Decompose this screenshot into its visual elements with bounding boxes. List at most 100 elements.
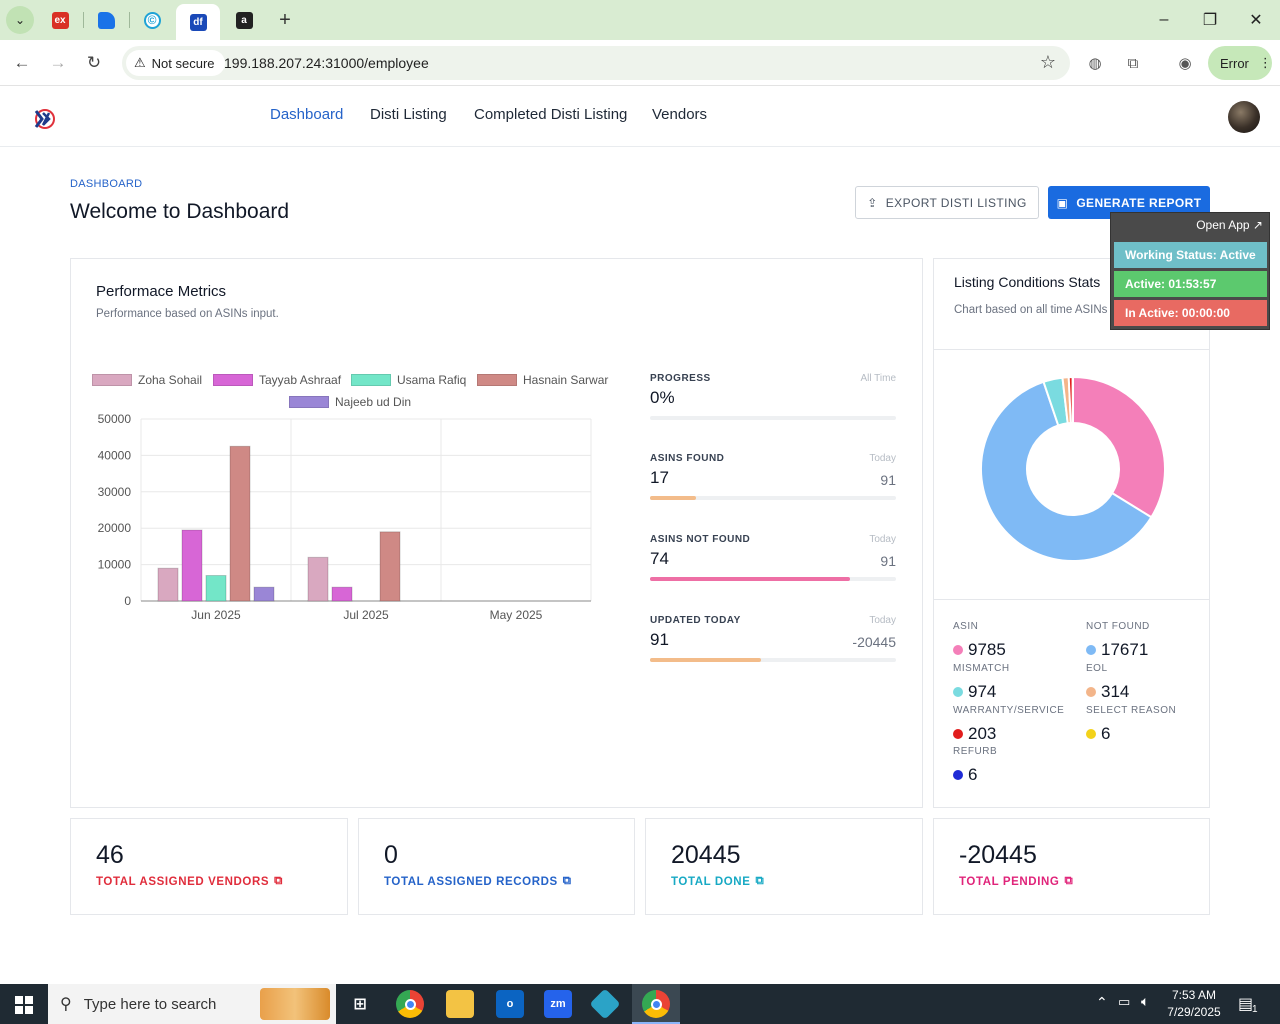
bar <box>157 567 179 602</box>
app-blue-icon <box>97 11 115 29</box>
profile-error-button[interactable]: Error ⋮ <box>1208 46 1272 80</box>
translate-globe-icon[interactable]: ◍ <box>1088 55 1102 72</box>
browser-tab-3[interactable]: © <box>130 4 174 36</box>
legend-item[interactable]: Najeeb ud Din <box>289 395 411 409</box>
open-app-link[interactable]: Open App ↗ <box>1196 218 1263 232</box>
y-tick-label: 20000 <box>98 521 132 535</box>
stat-label-not-found: NOT FOUND <box>1086 621 1150 632</box>
outlook-icon[interactable]: o <box>496 990 524 1018</box>
nav-completed-disti-listing[interactable]: Completed Disti Listing <box>474 106 628 123</box>
minimize-icon[interactable]: – <box>1159 11 1169 28</box>
url-text[interactable]: 199.188.207.24:31000/employee <box>224 55 429 71</box>
back-arrow-icon[interactable]: ← <box>13 53 31 72</box>
notification-icon[interactable]: ▤ <box>1238 996 1254 1013</box>
progress-track <box>650 658 896 662</box>
metric-value: 91 <box>650 630 669 649</box>
performance-bar-chart: 0 10000 20000 30000 40000 50000 Jun 2025 Jul 20… <box>98 412 592 622</box>
kpi-link[interactable]: TOTAL PENDING ⧉ <box>959 875 1074 888</box>
browser-tab-bar: ⌄ ex © df a + – ❐ ✕ <box>0 0 1280 40</box>
stat-label-select-reason: SELECT REASON <box>1086 705 1177 716</box>
kpi-value: 20445 <box>671 841 741 869</box>
bar <box>331 586 353 602</box>
bar <box>205 575 227 602</box>
file-explorer-icon[interactable] <box>446 990 474 1018</box>
generate-label: GENERATE REPORT <box>1076 195 1202 210</box>
progress-fill <box>650 496 696 500</box>
legend-item[interactable]: Tayyab Ashraaf <box>213 373 341 387</box>
metric-label: ASINS NOT FOUND <box>650 534 751 545</box>
bookmark-star-icon[interactable]: ☆ <box>1039 52 1056 72</box>
bar <box>307 556 329 602</box>
clock-time: 7:53 AM <box>1171 988 1217 1002</box>
legend-item[interactable]: Hasnain Sarwar <box>477 373 608 387</box>
taskbar-search-input[interactable]: ⚲ Type here to search <box>48 984 336 1024</box>
volume-icon[interactable]: 🔈︎ <box>1141 993 1150 1009</box>
kpi-link[interactable]: TOTAL ASSIGNED VENDORS ⧉ <box>96 875 283 888</box>
export-label: EXPORT DISTI LISTING <box>885 195 1027 210</box>
metric-label: UPDATED TODAY <box>650 615 741 626</box>
security-indicator[interactable]: ⚠ Not secure <box>126 50 225 76</box>
chevron-up-icon[interactable]: ⌃ <box>1096 994 1108 1010</box>
metric-value: 0% <box>650 388 675 407</box>
new-tab-button[interactable]: + <box>279 8 291 31</box>
stat-mismatch: 974 <box>953 682 996 702</box>
windows-start-icon[interactable] <box>15 996 33 1014</box>
tab-search-button[interactable]: ⌄ <box>6 6 34 34</box>
metric-label: ASINS FOUND <box>650 453 725 464</box>
x-tick-label: May 2025 <box>490 608 543 622</box>
chrome-profile-icon[interactable] <box>642 990 670 1018</box>
kpi-link[interactable]: TOTAL DONE ⧉ <box>671 875 765 888</box>
profile-icon[interactable]: ◉ <box>1178 55 1192 72</box>
nav-vendors[interactable]: Vendors <box>652 106 708 123</box>
export-disti-listing-button[interactable]: ⇪ EXPORT DISTI LISTING <box>855 186 1039 219</box>
search-placeholder: Type here to search <box>83 995 217 1013</box>
metric-total: 91 <box>880 472 896 488</box>
close-icon[interactable]: ✕ <box>1249 12 1263 29</box>
y-tick-label: 10000 <box>98 558 132 572</box>
chrome-icon[interactable] <box>396 990 424 1018</box>
orange-dot-icon <box>1086 687 1096 697</box>
bar <box>253 586 275 602</box>
legend-item[interactable]: Usama Rafiq <box>351 373 466 387</box>
legend-item[interactable]: Zoha Sohail <box>92 373 202 387</box>
reload-icon[interactable]: ↻ <box>86 53 102 72</box>
address-bar[interactable]: ⚠ Not secure 199.188.207.24:31000/employ… <box>122 46 1070 80</box>
stat-warranty: 203 <box>953 724 996 744</box>
upload-icon: ⇪ <box>867 195 878 210</box>
nav-disti-listing[interactable]: Disti Listing <box>370 106 447 123</box>
metric-period: Today <box>869 615 896 626</box>
task-view-icon[interactable]: ⊞ <box>353 996 367 1013</box>
donut-slice-asin[interactable] <box>1072 376 1166 519</box>
kpi-link[interactable]: TOTAL ASSIGNED RECORDS ⧉ <box>384 875 572 888</box>
forward-arrow-icon[interactable]: → <box>49 53 67 72</box>
external-link-icon: ⧉ <box>274 875 283 887</box>
zoom-icon[interactable]: zm <box>544 990 572 1018</box>
stat-refurb: 6 <box>953 765 977 785</box>
app-diamond-icon[interactable] <box>589 988 621 1020</box>
browser-tab-2[interactable] <box>84 4 128 36</box>
progress-fill <box>650 577 850 581</box>
metric-asins-found: ASINS FOUND Today 17 91 <box>650 453 896 500</box>
stat-eol: 314 <box>1086 682 1129 702</box>
browser-tab-1[interactable]: ex <box>38 4 82 36</box>
extensions-puzzle-icon[interactable]: ⧉ <box>1127 54 1139 72</box>
avatar[interactable] <box>1228 101 1260 133</box>
navy-dot-icon <box>953 770 963 780</box>
metric-period: Today <box>869 453 896 464</box>
nav-dashboard[interactable]: Dashboard <box>270 106 344 123</box>
metric-asins-not-found: ASINS NOT FOUND Today 74 91 <box>650 534 896 581</box>
company-logo[interactable] <box>32 105 58 129</box>
metric-progress: PROGRESS All Time 0% <box>650 373 896 420</box>
metric-value: 17 <box>650 468 669 487</box>
y-tick-label: 30000 <box>98 485 132 499</box>
browser-tab-4-active[interactable]: df <box>176 4 220 40</box>
network-icon[interactable]: ▭ <box>1118 994 1131 1009</box>
system-clock[interactable]: 7:53 AM 7/29/2025 <box>1162 987 1226 1021</box>
page-title: Welcome to Dashboard <box>70 200 290 223</box>
browser-tab-5[interactable]: a <box>222 4 266 36</box>
donut-slice-notfound[interactable] <box>980 380 1153 562</box>
kpi-value: 46 <box>96 841 124 869</box>
external-link-icon: ⧉ <box>562 875 572 887</box>
security-label: Not secure <box>151 55 215 71</box>
restore-icon[interactable]: ❐ <box>1202 12 1218 29</box>
